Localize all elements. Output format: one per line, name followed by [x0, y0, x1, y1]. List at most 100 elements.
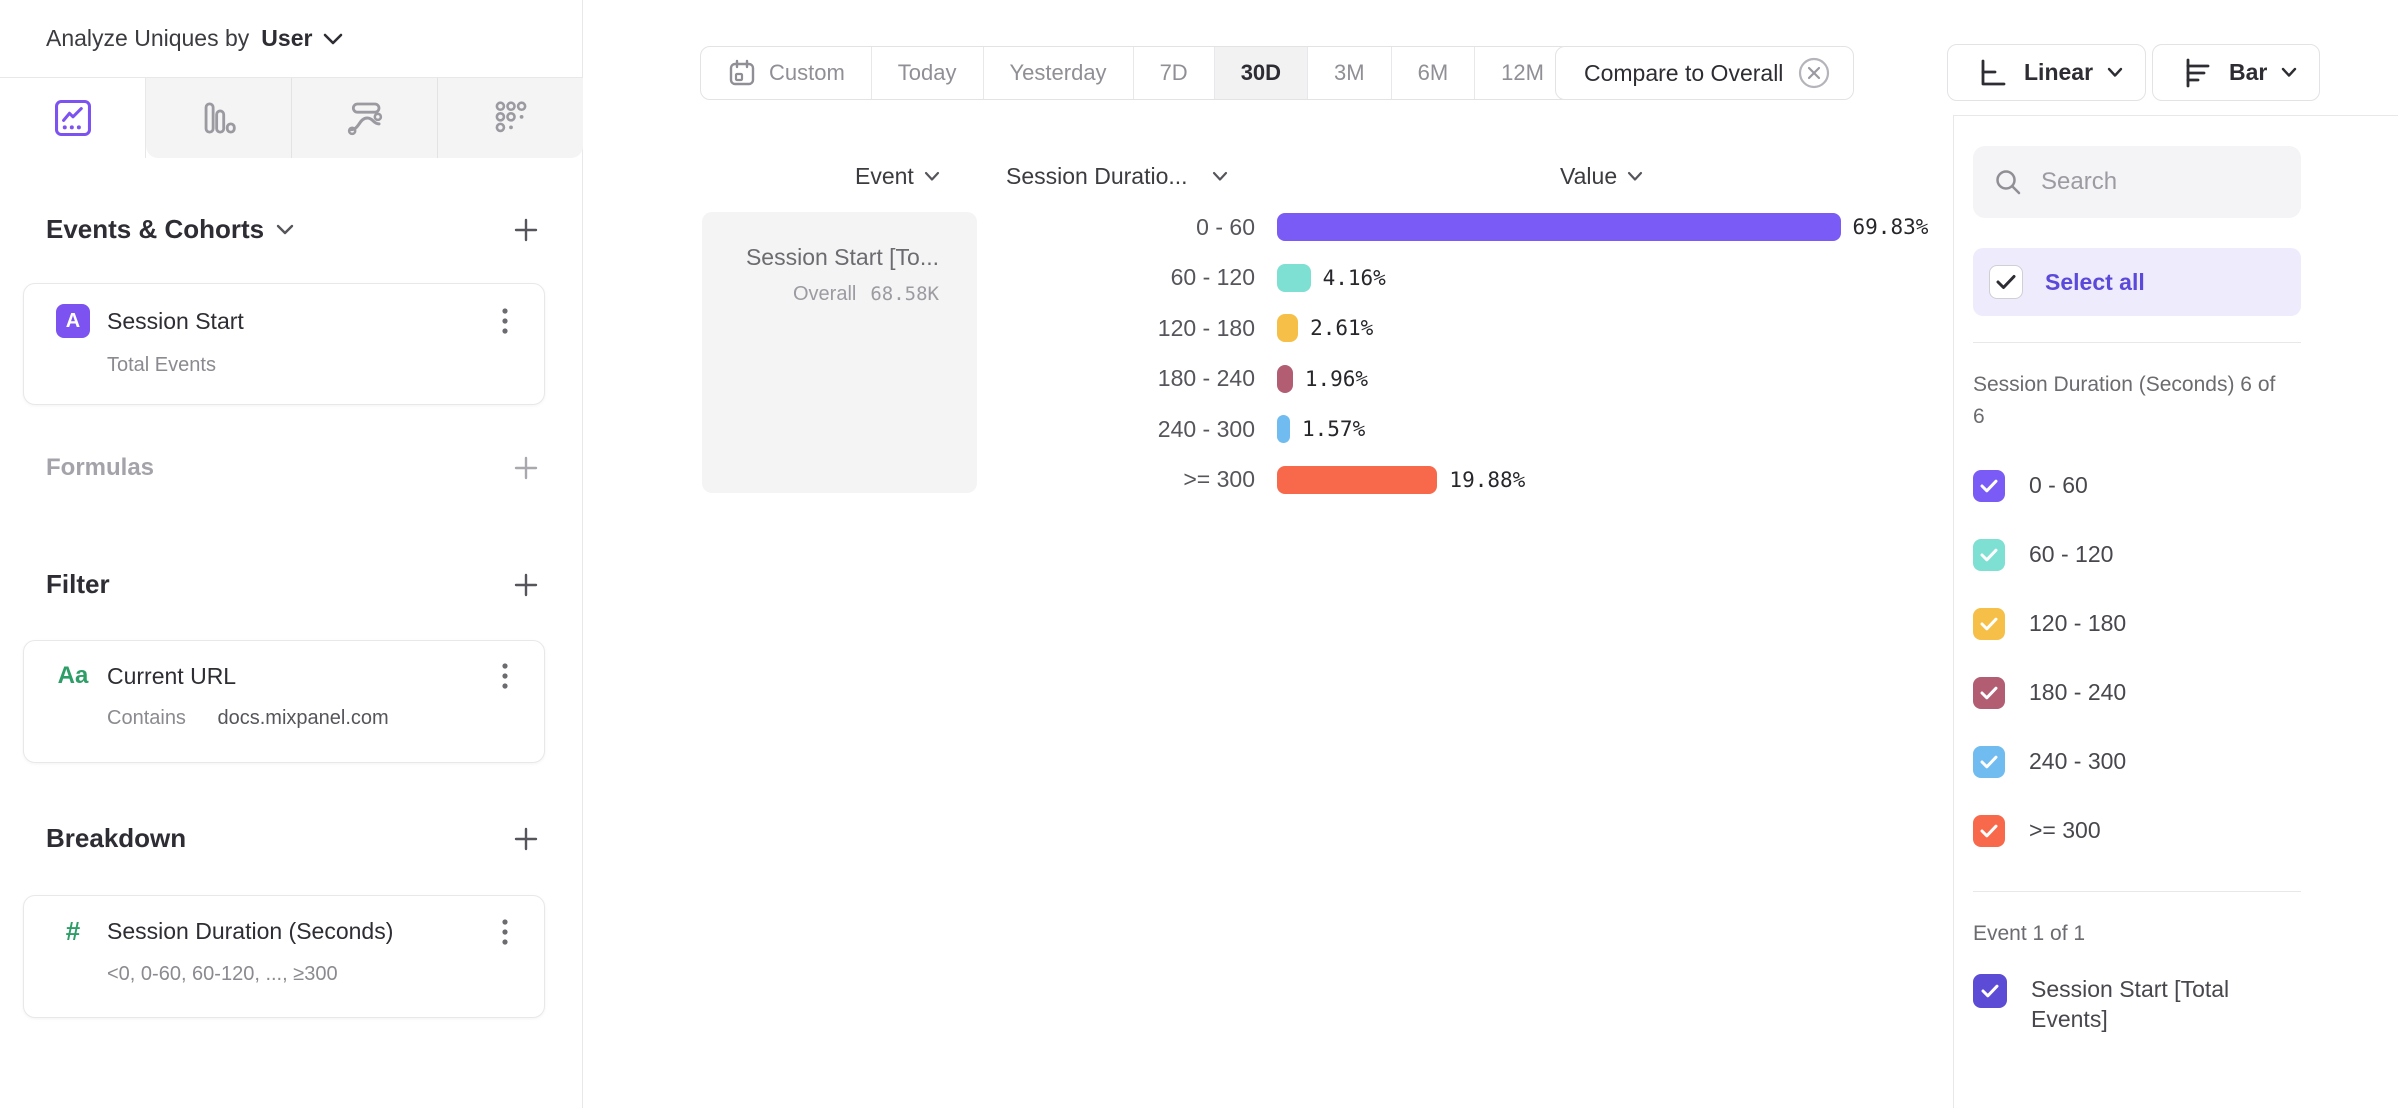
legend-checkbox-120-180[interactable] — [1973, 607, 2005, 640]
filter-card-menu-button[interactable] — [490, 661, 520, 691]
add-filter-button[interactable] — [511, 570, 541, 600]
date-range-12m[interactable]: 12M — [1501, 60, 1544, 85]
bar-240-300[interactable] — [1277, 415, 1290, 444]
date-range-30d[interactable]: 30D — [1214, 47, 1309, 99]
bar-chart-icon — [204, 102, 236, 134]
bar-gte-300[interactable] — [1277, 465, 1438, 494]
date-range-custom[interactable]: Custom — [701, 47, 872, 99]
filter-operator[interactable]: Contains — [107, 707, 186, 729]
chart-event-overall: Overall 68.58K — [702, 283, 939, 306]
legend-event-item[interactable]: Session Start [Total Events] — [1973, 974, 2379, 1034]
breakdown-heading: Breakdown — [46, 823, 187, 853]
column-header-breakdown-label: Session Duratio... — [1006, 162, 1188, 189]
remove-compare-icon[interactable] — [1797, 56, 1831, 90]
legend-item[interactable]: 240 - 300 — [1973, 727, 2379, 796]
bar-row: 180 - 240 1.96% — [583, 354, 1953, 405]
events-cohorts-label: Events & Cohorts — [46, 214, 265, 244]
column-header-breakdown[interactable]: Session Duratio... — [1006, 160, 1228, 192]
bar-0-60[interactable] — [1277, 213, 1841, 242]
select-all-row[interactable]: Select all — [1973, 248, 2301, 316]
chart-event-cell[interactable]: Session Start [To... Overall 68.58K — [702, 212, 977, 493]
add-formula-button[interactable] — [511, 453, 541, 483]
date-range-custom-label: Custom — [769, 60, 845, 85]
bar-180-240[interactable] — [1277, 364, 1293, 393]
scale-selector-label: Linear — [2024, 59, 2094, 85]
events-cohorts-heading[interactable]: Events & Cohorts — [46, 214, 294, 245]
legend-checkbox-240-300[interactable] — [1973, 745, 2005, 778]
filter-card-condition[interactable]: Contains docs.mixpanel.com — [107, 707, 520, 730]
bar-60-120[interactable] — [1277, 263, 1311, 292]
date-range-3m[interactable]: 3M — [1308, 47, 1392, 99]
chart-type-selector-label: Bar — [2229, 59, 2268, 85]
linear-scale-icon — [1981, 59, 2006, 85]
add-event-button[interactable] — [511, 215, 541, 245]
filter-card-current-url[interactable]: Aa Current URL Contains docs.mixpanel.co… — [23, 640, 545, 763]
checkmark-icon — [1980, 617, 1998, 630]
divider — [1973, 891, 2301, 892]
event-card-menu-button[interactable] — [490, 306, 520, 336]
event-card-subtitle[interactable]: Total Events — [107, 354, 216, 376]
legend-item[interactable]: 180 - 240 — [1973, 658, 2379, 727]
retention-grid-icon — [495, 101, 526, 133]
checkmark-icon — [1996, 275, 2016, 289]
column-header-value-label: Value — [1560, 162, 1618, 189]
legend-item[interactable]: 0 - 60 — [1973, 451, 2379, 520]
horizontal-bar-chart-icon — [2186, 58, 2210, 87]
select-all-checkbox[interactable] — [1989, 265, 2023, 299]
column-header-value[interactable]: Value — [1560, 160, 1643, 192]
date-range-6m[interactable]: 6M — [1392, 47, 1476, 99]
kebab-menu-icon — [502, 308, 508, 334]
legend-checkbox-gte-300[interactable] — [1973, 814, 2005, 847]
legend-items: 0 - 60 60 - 120 120 - 180 180 - 240 240 … — [1973, 451, 2379, 865]
overall-value: 68.58K — [870, 283, 939, 305]
legend-checkbox-180-240[interactable] — [1973, 676, 2005, 709]
legend-event-checkbox[interactable] — [1973, 974, 2007, 1008]
legend-search[interactable] — [1973, 146, 2301, 218]
breakdown-card-session-duration[interactable]: # Session Duration (Seconds) <0, 0-60, 6… — [23, 895, 545, 1018]
tab-flows[interactable] — [292, 78, 438, 158]
analyze-uniques-row: Analyze Uniques by User — [46, 0, 344, 77]
bar-row: 240 - 300 1.57% — [583, 404, 1953, 455]
query-builder-sidebar: Analyze Uniques by User — [0, 0, 583, 1108]
compare-to-overall-chip[interactable]: Compare to Overall — [1555, 46, 1855, 100]
tab-insights[interactable] — [0, 78, 146, 158]
bar-value-label: 4.16% — [1322, 265, 1386, 290]
scale-selector-button[interactable]: Linear — [1947, 44, 2147, 101]
filter-value[interactable]: docs.mixpanel.com — [217, 707, 389, 729]
bar-value-label: 2.61% — [1310, 316, 1374, 341]
breakdown-group-label: Session Duration (Seconds) 6 of 6 — [1973, 373, 2276, 428]
date-range-7d[interactable]: 7D — [1134, 47, 1215, 99]
legend-checkbox-0-60[interactable] — [1973, 469, 2005, 502]
chevron-down-icon — [2107, 67, 2123, 77]
breakdown-card-title: Session Duration (Seconds) — [107, 918, 394, 944]
checkmark-icon — [1980, 755, 1998, 768]
checkmark-icon — [1980, 824, 1998, 837]
analyze-by-dropdown[interactable]: User — [261, 25, 344, 52]
breakdown-card-menu-button[interactable] — [490, 917, 520, 947]
tab-funnels[interactable] — [146, 78, 292, 158]
bucket-label: 240 - 300 — [1157, 415, 1255, 442]
bar-row: 0 - 60 69.83% — [583, 202, 1953, 253]
chart-type-selector-button[interactable]: Bar — [2152, 44, 2321, 101]
breakdown-card-buckets[interactable]: <0, 0-60, 60-120, ..., ≥300 — [107, 963, 338, 985]
bar-120-180[interactable] — [1277, 314, 1299, 343]
legend-search-input[interactable] — [2041, 168, 2271, 196]
chevron-down-icon — [276, 224, 294, 234]
legend-item[interactable]: 120 - 180 — [1973, 589, 2379, 658]
add-breakdown-button[interactable] — [511, 824, 541, 854]
search-icon — [1996, 170, 2021, 195]
formulas-section: Formulas — [0, 453, 583, 483]
date-range-today[interactable]: Today — [872, 47, 984, 99]
filter-section: Filter — [0, 569, 583, 600]
date-range-yesterday[interactable]: Yesterday — [984, 47, 1134, 99]
formulas-heading: Formulas — [46, 454, 155, 481]
tab-retention[interactable] — [438, 78, 583, 158]
column-header-event-label: Event — [855, 162, 914, 189]
event-card-session-start[interactable]: A Session Start Total Events — [23, 283, 545, 405]
legend-checkbox-60-120[interactable] — [1973, 538, 2005, 571]
checkmark-icon — [1980, 686, 1998, 699]
legend-item[interactable]: >= 300 — [1973, 796, 2379, 865]
legend-item-label: 120 - 180 — [2029, 610, 2127, 636]
column-header-event[interactable]: Event — [855, 160, 940, 192]
legend-item[interactable]: 60 - 120 — [1973, 520, 2379, 589]
